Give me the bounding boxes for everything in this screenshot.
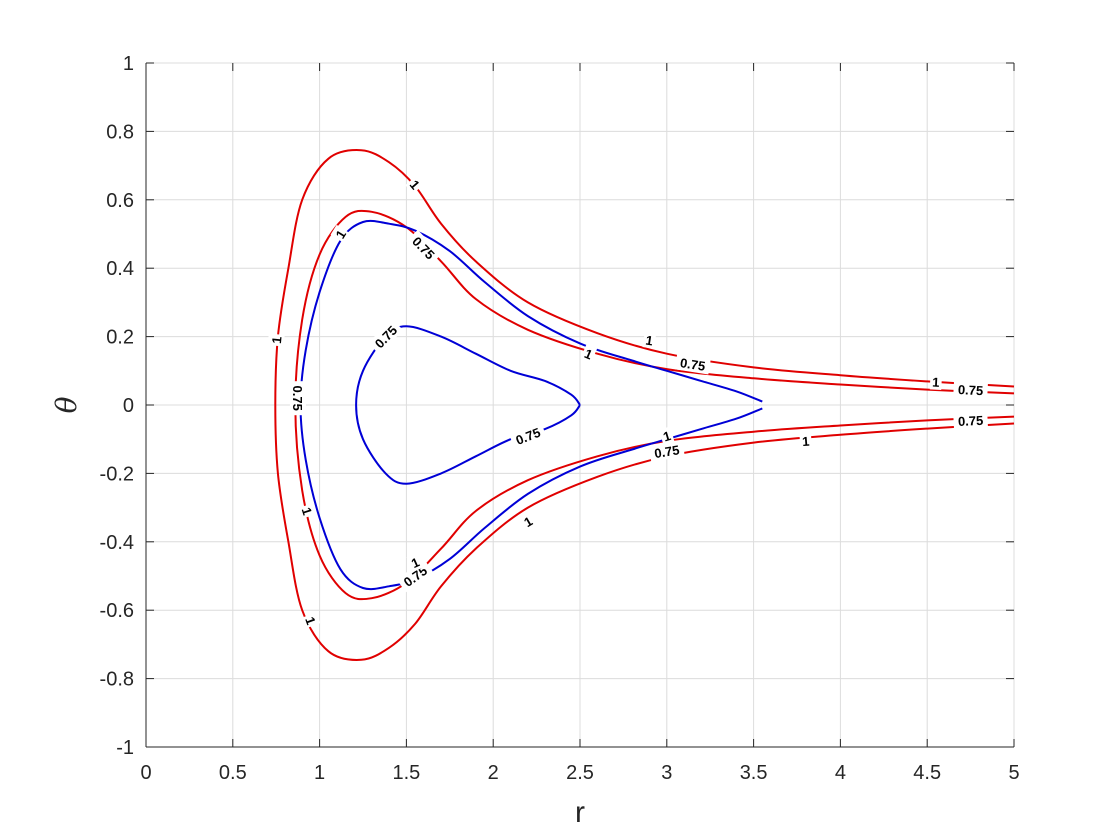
contour-label-bg — [642, 331, 657, 349]
contour-label: 1 — [302, 615, 319, 627]
contour-label: 0.75 — [958, 413, 984, 429]
x-tick-label: 3 — [661, 762, 672, 784]
y-tick-label: 0.8 — [106, 121, 134, 143]
x-axis-title: r — [575, 796, 585, 829]
contour-label-bg — [659, 426, 675, 446]
contour-label-bg — [929, 373, 943, 390]
contour-label-group: 1 — [330, 224, 351, 244]
x-tick-label: 2.5 — [566, 762, 594, 784]
contour-label-bg — [289, 381, 306, 416]
contour-label-bg — [298, 503, 317, 519]
contour-label-bg — [648, 440, 685, 462]
x-tick-label: 2 — [488, 762, 499, 784]
contour-label-bg — [368, 318, 404, 355]
contour-label-bg — [396, 559, 434, 593]
contour-label-group: 0.75 — [289, 381, 306, 416]
contour-label-group: 0.75 — [953, 380, 988, 399]
contour-label: 1 — [269, 336, 285, 345]
contour-label-group: 1 — [799, 432, 813, 450]
y-tick-label: 0.6 — [106, 190, 134, 212]
y-tick-label: 0 — [123, 395, 134, 417]
contour-labels: 111110.750.750.750.750.750.7511110.75111… — [267, 174, 988, 629]
contour-label: 1 — [645, 333, 654, 349]
contour-label-bg — [405, 174, 425, 194]
x-tick-label: 1.5 — [392, 762, 420, 784]
y-tick-label: -1 — [116, 737, 134, 759]
contour-label-group: 1 — [642, 331, 657, 349]
contour-label-bg — [406, 229, 442, 266]
x-tick-label: 1 — [314, 762, 325, 784]
contour-label-group: 1 — [659, 426, 675, 446]
contour-label-bg — [301, 612, 321, 629]
y-tick-label: -0.6 — [100, 600, 134, 622]
contour-label-bg — [330, 224, 351, 244]
x-tick-label: 4 — [835, 762, 846, 784]
contour-label-group: 1 — [405, 174, 425, 194]
contour-label-group: 1 — [929, 373, 943, 390]
y-tick-label: 0.4 — [106, 258, 134, 280]
contour-label-group: 1 — [406, 552, 424, 572]
x-tick-label: 5 — [1008, 762, 1019, 784]
contour-label-bg — [518, 511, 537, 532]
contour-label-bg — [509, 422, 547, 450]
contour-label: 0.75 — [679, 355, 706, 374]
contour-line-blue — [355, 325, 581, 485]
contour-label: 0.75 — [514, 425, 543, 448]
contour-label: 0.75 — [290, 386, 305, 411]
contour-line-red — [274, 149, 1015, 661]
contour-label-bg — [953, 380, 988, 399]
x-tick-label: 3.5 — [740, 762, 768, 784]
contour-label: 0.75 — [653, 442, 680, 461]
contour-label-group: 1 — [267, 333, 285, 347]
contour-label: 1 — [299, 505, 315, 516]
y-axis-title: θ — [50, 396, 83, 413]
axes — [145, 62, 1015, 748]
y-tick-label: 0.2 — [106, 327, 134, 349]
contour-label-group: 0.75 — [953, 411, 988, 430]
y-tick-label: -0.8 — [100, 669, 134, 691]
contour-label-group: 1 — [301, 612, 321, 629]
contour-label-group: 1 — [518, 511, 537, 532]
contour-label-bg — [799, 432, 813, 450]
contour-label-group: 0.75 — [648, 440, 685, 462]
contour-label: 1 — [932, 375, 940, 390]
y-tick-label: -0.4 — [100, 532, 134, 554]
contour-label-group: 0.75 — [674, 353, 711, 375]
contour-label-group: 1 — [298, 503, 317, 519]
tick-labels: 0 0.5 1 1.5 2 2.5 3 3.5 4 4.5 5 1 0.8 0.6 0.4 0.2 0 -0.2 -… — [100, 53, 1020, 784]
contour-label-bg — [267, 333, 285, 347]
contour-label-group: 1 — [580, 344, 598, 364]
contour-label: 1 — [802, 434, 810, 450]
x-tick-label: 0.5 — [219, 762, 247, 784]
contour-label: 0.75 — [958, 382, 984, 398]
contour-label-bg — [953, 411, 988, 430]
x-tick-label: 4.5 — [913, 762, 941, 784]
contour-label-group: 0.75 — [509, 422, 547, 450]
contour-label-bg — [674, 353, 711, 375]
contour-label-bg — [580, 344, 598, 364]
contour-label-bg — [406, 552, 424, 572]
y-tick-label: 1 — [123, 53, 134, 75]
x-tick-label: 0 — [140, 762, 151, 784]
contour-label: 1 — [661, 428, 672, 444]
y-tick-label: -0.2 — [100, 463, 134, 485]
